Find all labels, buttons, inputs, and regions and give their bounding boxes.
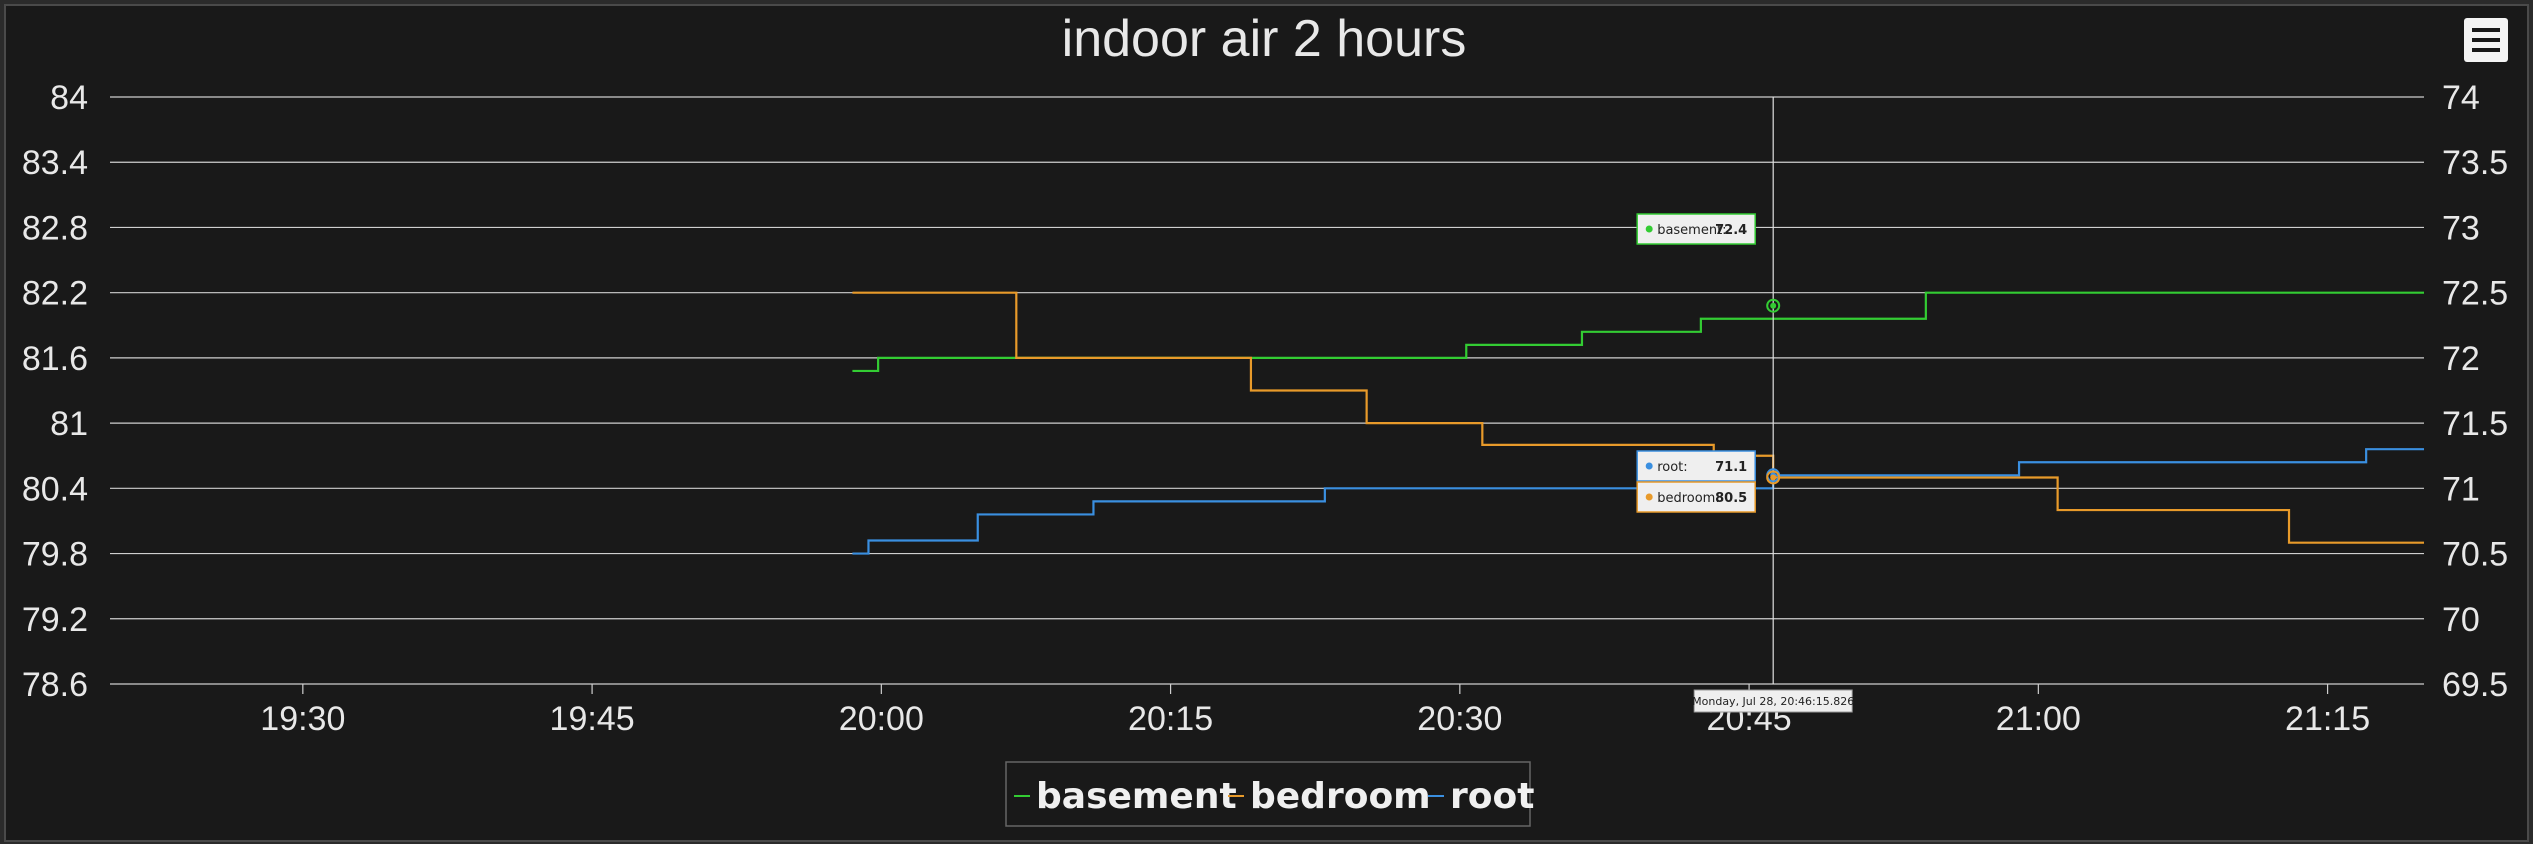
chart-title: indoor air 2 hours	[1062, 10, 1467, 68]
legend-label-bedroom[interactable]: bedroom	[1250, 776, 1431, 817]
y-left-tick-label: 80.4	[22, 470, 88, 508]
y-left-tick-label: 78.6	[22, 666, 88, 704]
y-right-tick-label: 74	[2442, 79, 2480, 117]
hover-dot-basement	[1770, 302, 1777, 309]
tooltip-box-root	[1636, 450, 1756, 482]
y-right-tick-label: 70.5	[2442, 536, 2508, 574]
chart-svg: indoor air 2 hours 78.6 79.2 79.8 80.4 81 81.…	[22, 10, 2508, 827]
legend-box	[1005, 761, 1531, 827]
tooltips: basement:72.4 root: 71.1 bedroom:80.5 Monday…	[1636, 213, 1854, 713]
legend: basement bedroom root	[1005, 761, 1534, 827]
menu-bar	[2472, 28, 2500, 32]
x-tick-label: 21:15	[2285, 700, 2370, 738]
hover-marker-bedroom	[1766, 470, 1781, 485]
tooltip-value-root: 71.1	[1715, 460, 1747, 475]
series-line-root	[852, 448, 2424, 555]
menu-button[interactable]	[2464, 18, 2508, 62]
series-line-basement	[852, 291, 2424, 373]
x-tick-label: 20:30	[1417, 700, 1502, 738]
menu-bar	[2472, 48, 2500, 52]
x-ticks: 19:30 19:45 20:00 20:15 20:30 20:45 21:00 21:15	[260, 684, 2370, 738]
chart-frame: indoor air 2 hours 78.6 79.2 79.8 80.4 81 81.…	[4, 4, 2529, 842]
x-tick-label: 19:30	[260, 700, 345, 738]
y-right-tick-label: 72.5	[2442, 275, 2508, 313]
y-right-tick-label: 72	[2442, 340, 2480, 378]
y-left-tick-label: 79.8	[22, 536, 88, 574]
y-left-tick-label: 82.8	[22, 209, 88, 247]
tooltip-label-basement: basement:	[1657, 223, 1726, 238]
tooltip-value-basement: 72.4	[1715, 223, 1747, 238]
tooltip-bullet-bedroom	[1645, 493, 1653, 501]
y-left-tick-label: 81.6	[22, 340, 88, 378]
y-right-tick-label: 73	[2442, 209, 2480, 247]
x-tick-label: 20:15	[1128, 700, 1213, 738]
y-right-tick-label: 71	[2442, 470, 2480, 508]
legend-label-basement[interactable]: basement	[1036, 776, 1237, 817]
tooltip-label-bedroom: bedroom:	[1657, 491, 1720, 506]
y-right-tick-label: 73.5	[2442, 144, 2508, 182]
tooltip-date-label: Monday, Jul 28, 20:46:15.826	[1692, 695, 1854, 708]
y-left-ticks: 78.6 79.2 79.8 80.4 81 81.6 82.2 82.8 83.4 84	[22, 79, 88, 704]
hover-dot-bedroom	[1770, 474, 1777, 481]
series-line-bedroom	[852, 291, 2424, 544]
tooltip-box-basement	[1636, 213, 1756, 245]
y-left-tick-label: 82.2	[22, 275, 88, 313]
x-tick-label: 21:00	[1996, 700, 2081, 738]
y-left-tick-label: 84	[50, 79, 88, 117]
y-right-ticks: 69.5 70 70.5 71 71.5 72 72.5 73 73.5 74	[2442, 79, 2508, 704]
x-tick-label: 20:00	[839, 700, 924, 738]
y-right-tick-label: 71.5	[2442, 405, 2508, 443]
menu-bar	[2472, 38, 2500, 42]
hover-marker-basement	[1766, 298, 1781, 313]
legend-label-root[interactable]: root	[1450, 776, 1534, 817]
tooltip-box-bedroom	[1636, 481, 1756, 513]
tooltip-label-root: root:	[1657, 460, 1687, 475]
tooltip-value-bedroom: 80.5	[1715, 491, 1747, 506]
tooltip-bullet-root	[1645, 462, 1653, 470]
y-left-tick-label: 81	[50, 405, 88, 443]
series-group	[852, 291, 2424, 555]
y-left-tick-label: 79.2	[22, 601, 88, 639]
y-right-tick-label: 69.5	[2442, 666, 2508, 704]
tooltip-bullet-basement	[1645, 225, 1653, 233]
tooltip-date-box	[1693, 689, 1853, 713]
x-tick-label: 19:45	[550, 700, 635, 738]
y-left-tick-label: 83.4	[22, 144, 88, 182]
y-right-tick-label: 70	[2442, 601, 2480, 639]
